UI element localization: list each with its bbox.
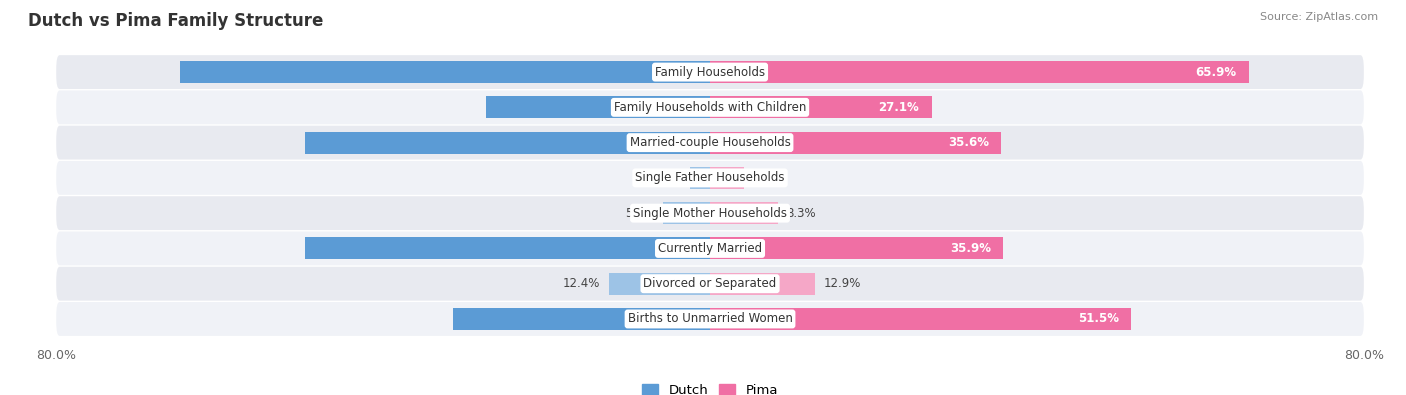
Bar (690, 167, 710, 189)
Text: Currently Married: Currently Married (658, 242, 762, 255)
Text: 35.9%: 35.9% (950, 242, 991, 255)
FancyBboxPatch shape (56, 302, 1364, 336)
Text: 51.5%: 51.5% (1077, 312, 1119, 325)
Text: 35.6%: 35.6% (948, 136, 988, 149)
Text: 4.2%: 4.2% (752, 171, 782, 184)
Bar (486, 96, 710, 118)
Text: Births to Unmarried Women: Births to Unmarried Women (627, 312, 793, 325)
Text: Source: ZipAtlas.com: Source: ZipAtlas.com (1260, 12, 1378, 22)
Bar (710, 202, 778, 224)
FancyBboxPatch shape (56, 231, 1364, 265)
Bar (710, 273, 815, 295)
Bar (710, 167, 744, 189)
Legend: Dutch, Pima: Dutch, Pima (637, 379, 783, 395)
FancyBboxPatch shape (56, 90, 1364, 124)
Text: 12.4%: 12.4% (564, 277, 600, 290)
Bar (710, 61, 1249, 83)
Text: 49.6%: 49.6% (697, 242, 740, 255)
FancyBboxPatch shape (56, 267, 1364, 301)
Text: 8.3%: 8.3% (786, 207, 815, 220)
Bar (180, 61, 710, 83)
Bar (710, 96, 932, 118)
Text: 2.4%: 2.4% (652, 171, 682, 184)
Text: 12.9%: 12.9% (824, 277, 860, 290)
FancyBboxPatch shape (56, 196, 1364, 230)
Text: 49.5%: 49.5% (697, 136, 740, 149)
Text: 65.9%: 65.9% (1195, 66, 1236, 79)
Bar (662, 202, 710, 224)
FancyBboxPatch shape (56, 126, 1364, 160)
Text: 31.5%: 31.5% (697, 312, 738, 325)
Bar (305, 132, 710, 154)
Text: 5.8%: 5.8% (624, 207, 654, 220)
FancyBboxPatch shape (56, 55, 1364, 89)
Text: Family Households: Family Households (655, 66, 765, 79)
Bar (710, 308, 1130, 330)
Bar (710, 132, 1001, 154)
Text: Single Mother Households: Single Mother Households (633, 207, 787, 220)
Text: 64.9%: 64.9% (697, 66, 740, 79)
Text: Dutch vs Pima Family Structure: Dutch vs Pima Family Structure (28, 12, 323, 30)
Bar (710, 237, 1004, 260)
Text: Single Father Households: Single Father Households (636, 171, 785, 184)
Bar (609, 273, 710, 295)
Text: Divorced or Separated: Divorced or Separated (644, 277, 776, 290)
Text: 27.1%: 27.1% (879, 101, 920, 114)
Text: 27.4%: 27.4% (697, 101, 738, 114)
Text: Family Households with Children: Family Households with Children (614, 101, 806, 114)
Bar (453, 308, 710, 330)
FancyBboxPatch shape (56, 161, 1364, 195)
Text: Married-couple Households: Married-couple Households (630, 136, 790, 149)
Bar (305, 237, 710, 260)
